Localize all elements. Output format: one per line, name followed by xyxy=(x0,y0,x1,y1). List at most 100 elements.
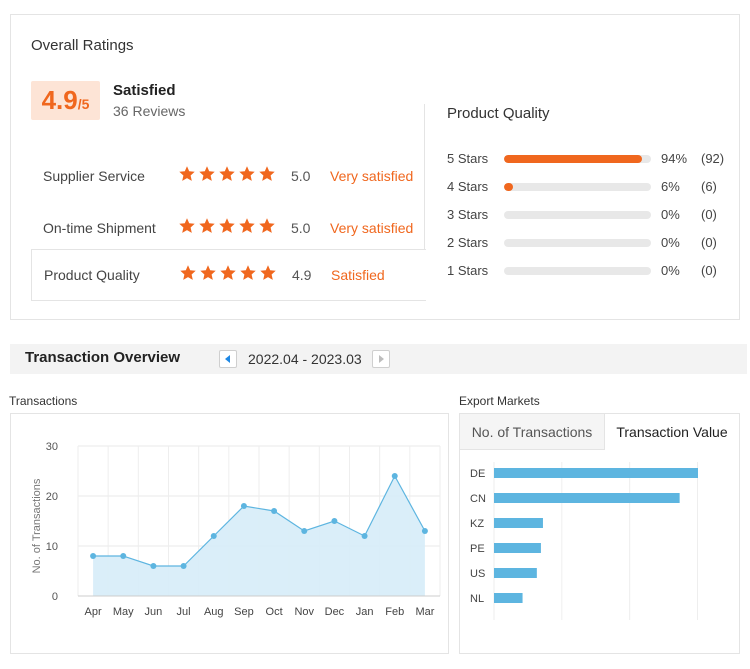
distribution-count: (0) xyxy=(701,207,717,222)
star-icon xyxy=(179,166,195,181)
export-markets-chart: DE CN KZ PE US NL xyxy=(470,462,698,620)
rating-row: Product Quality 4.9 Satisfied xyxy=(31,249,426,301)
bar xyxy=(494,593,523,603)
star-icon xyxy=(199,166,215,181)
transactions-chart-panel: 0 10 20 30 Apr May Jun Jul Aug Sep Oct Nov Dec Jan Feb… xyxy=(10,413,449,654)
distribution-track xyxy=(504,183,651,191)
data-point xyxy=(150,563,157,569)
distribution-count: (0) xyxy=(701,263,717,278)
series-line xyxy=(93,474,426,567)
rating-row: On-time Shipment 5.0 Very satisfied xyxy=(31,203,426,255)
x-tick-label: Oct xyxy=(266,606,283,618)
rating-status: Very satisfied xyxy=(330,168,414,184)
data-point xyxy=(331,518,338,524)
ratings-divider-bottom xyxy=(424,298,425,299)
category-label: CN xyxy=(470,493,486,505)
star-icon xyxy=(219,218,235,233)
previous-period-button[interactable] xyxy=(219,350,237,368)
category-label: NL xyxy=(470,593,484,605)
overall-score-badge: 4.9 /5 xyxy=(31,81,100,120)
x-tick-label: Jan xyxy=(356,606,374,618)
data-point xyxy=(421,528,428,534)
rating-label: On-time Shipment xyxy=(43,220,156,236)
score-denominator: /5 xyxy=(77,96,90,112)
distribution-row: 3 Stars 0% (0) xyxy=(447,205,737,225)
data-point xyxy=(391,473,398,479)
tab-no-of-transactions[interactable]: No. of Transactions xyxy=(460,414,605,450)
y-tick-label: 20 xyxy=(46,491,58,503)
distribution-track xyxy=(504,267,651,275)
distribution-percent: 0% xyxy=(661,263,680,278)
overall-label: Satisfied xyxy=(113,82,176,99)
distribution-fill xyxy=(504,155,643,163)
x-tick-label: May xyxy=(113,606,134,618)
star-rating xyxy=(179,264,277,282)
bar xyxy=(494,493,680,503)
distribution-count: (6) xyxy=(701,179,717,194)
star-icon xyxy=(180,265,196,280)
x-tick-label: Sep xyxy=(234,606,254,618)
rating-label: Product Quality xyxy=(44,267,140,283)
data-point xyxy=(210,533,217,539)
y-tick-label: 0 xyxy=(52,591,58,603)
rating-label: Supplier Service xyxy=(43,168,145,184)
rating-score: 5.0 xyxy=(291,220,311,236)
next-period-button[interactable] xyxy=(372,350,390,368)
rating-score: 4.9 xyxy=(292,267,312,283)
category-label: US xyxy=(470,568,485,580)
category-label: DE xyxy=(470,468,485,480)
star-icon xyxy=(179,218,195,233)
star-icon xyxy=(220,265,236,280)
triangle-left-icon xyxy=(225,355,230,363)
transaction-overview-header: Transaction Overview 2022.04 - 2023.03 xyxy=(10,344,747,374)
distribution-label: 3 Stars xyxy=(447,207,489,222)
category-label: KZ xyxy=(470,518,484,530)
distribution-label: 4 Stars xyxy=(447,179,489,194)
export-markets-panel: No. of Transactions Transaction Value DE… xyxy=(459,413,740,654)
rating-score: 5.0 xyxy=(291,168,311,184)
bar xyxy=(494,543,541,553)
y-axis-label: No. of Transactions xyxy=(31,478,43,573)
export-markets-label: Export Markets xyxy=(459,394,540,408)
distribution-label: 1 Stars xyxy=(447,263,489,278)
ratings-card: Overall Ratings 4.9 /5 Satisfied 36 Revi… xyxy=(10,14,740,320)
data-point xyxy=(271,508,278,514)
star-rating xyxy=(178,217,276,235)
rating-status: Very satisfied xyxy=(330,220,414,236)
distribution-percent: 94% xyxy=(661,151,688,166)
y-tick-label: 10 xyxy=(46,541,58,553)
distribution-fill xyxy=(504,183,513,191)
transactions-chart: 0 10 20 30 Apr May Jun Jul Aug Sep Oct Nov Dec Jan Feb… xyxy=(31,441,441,618)
star-icon xyxy=(199,218,215,233)
category-label: PE xyxy=(470,543,485,555)
rating-status: Satisfied xyxy=(331,267,385,283)
star-icon xyxy=(260,265,276,280)
distribution-row: 2 Stars 0% (0) xyxy=(447,233,737,253)
distribution-label: 2 Stars xyxy=(447,235,489,250)
data-point xyxy=(301,528,308,534)
overall-score: 4.9 xyxy=(41,85,78,115)
tab-transaction-value[interactable]: Transaction Value xyxy=(605,414,739,450)
x-tick-label: Jun xyxy=(145,606,163,618)
x-tick-label: Nov xyxy=(294,606,314,618)
distribution-row: 4 Stars 6% (6) xyxy=(447,177,737,197)
transaction-overview-title: Transaction Overview xyxy=(25,349,181,366)
reviews-count: 36 Reviews xyxy=(113,103,186,119)
distribution-count: (0) xyxy=(701,235,717,250)
star-icon xyxy=(219,166,235,181)
rating-row: Supplier Service 5.0 Very satisfied xyxy=(31,151,426,203)
distribution-percent: 6% xyxy=(661,179,680,194)
x-tick-label: Aug xyxy=(204,606,224,618)
date-range: 2022.04 - 2023.03 xyxy=(248,351,362,367)
x-tick-label: Apr xyxy=(85,606,102,618)
bar xyxy=(494,568,537,578)
bar xyxy=(494,518,543,528)
x-tick-label: Dec xyxy=(325,606,345,618)
star-icon xyxy=(259,166,275,181)
data-point xyxy=(180,563,187,569)
distribution-track xyxy=(504,239,651,247)
data-point xyxy=(120,553,127,559)
triangle-right-icon xyxy=(379,355,384,363)
distribution-label: 5 Stars xyxy=(447,151,489,166)
product-quality-title: Product Quality xyxy=(447,105,550,122)
